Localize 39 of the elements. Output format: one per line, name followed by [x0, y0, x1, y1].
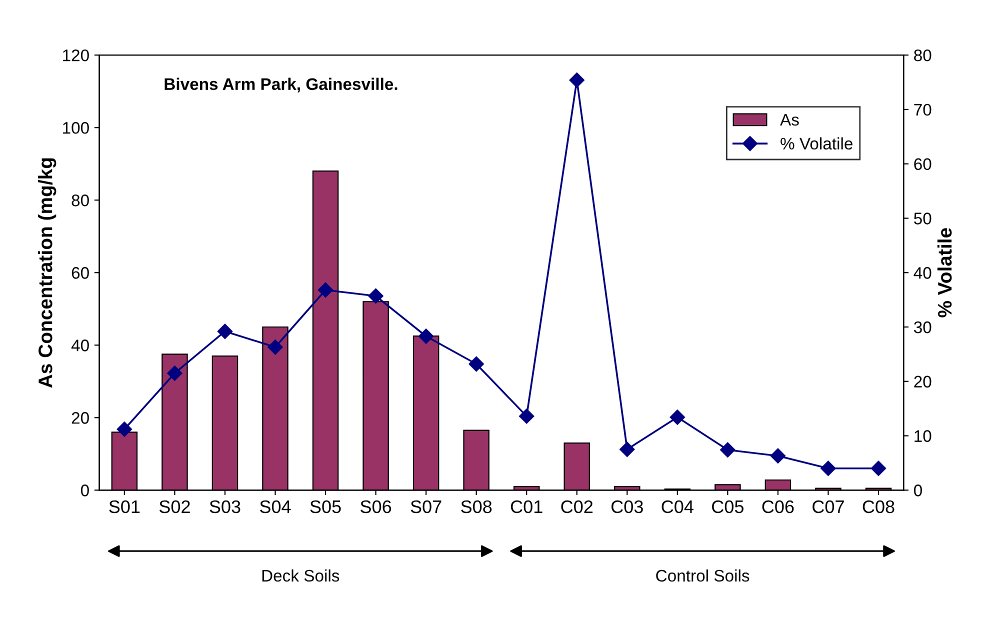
x-tick-label: S02 — [159, 500, 190, 514]
x-tick-label: C03 — [612, 500, 643, 514]
x-tick-label: C04 — [662, 500, 694, 514]
x-tick-label: S05 — [310, 500, 341, 514]
y-tick-label: 100 — [63, 122, 89, 134]
x-tick-label: C07 — [812, 500, 844, 514]
y-tick-label: 120 — [63, 49, 89, 62]
y-tick-label: 40 — [71, 340, 89, 352]
y2-axis-title: % Volatile — [937, 228, 952, 318]
text: Bivens Arm Park, Gainesville. — [164, 78, 398, 92]
y2-tick-label: 60 — [914, 158, 932, 170]
x-tick-label: S07 — [410, 500, 442, 514]
text: Control Soils — [656, 569, 750, 582]
legend-label: % Volatile — [780, 137, 852, 150]
y2-tick-label: 10 — [914, 430, 932, 442]
x-tick-label: S06 — [360, 500, 392, 514]
x-tick-label: S01 — [109, 500, 140, 514]
y2-tick-label: 0 — [914, 484, 922, 496]
x-tick-label: C06 — [762, 500, 794, 514]
y2-tick-label: 80 — [914, 49, 932, 62]
y2-tick-label: 30 — [914, 321, 932, 334]
legend-label: As — [780, 114, 799, 126]
x-tick-label: C05 — [712, 500, 744, 514]
y-tick-label: 60 — [72, 267, 89, 279]
x-tick-label: C01 — [510, 500, 542, 514]
x-tick-label: S03 — [210, 500, 240, 514]
y2-tick-label: 50 — [914, 212, 932, 224]
y2-tick-label: 70 — [914, 104, 932, 116]
x-tick-label: C08 — [862, 500, 894, 514]
y2-tick-label: 20 — [914, 376, 932, 388]
y-tick-label: 80 — [72, 194, 89, 206]
x-tick-label: C02 — [561, 500, 593, 514]
text: Deck Soils — [262, 569, 340, 582]
y-axis-title: As Concentration (mg/kg — [38, 158, 56, 388]
y2-tick-label: 40 — [914, 267, 932, 279]
y-tick-label: 20 — [72, 412, 89, 424]
x-tick-label: S08 — [461, 500, 492, 514]
x-tick-label: S04 — [260, 500, 291, 514]
y-tick-label: 0 — [80, 484, 89, 496]
